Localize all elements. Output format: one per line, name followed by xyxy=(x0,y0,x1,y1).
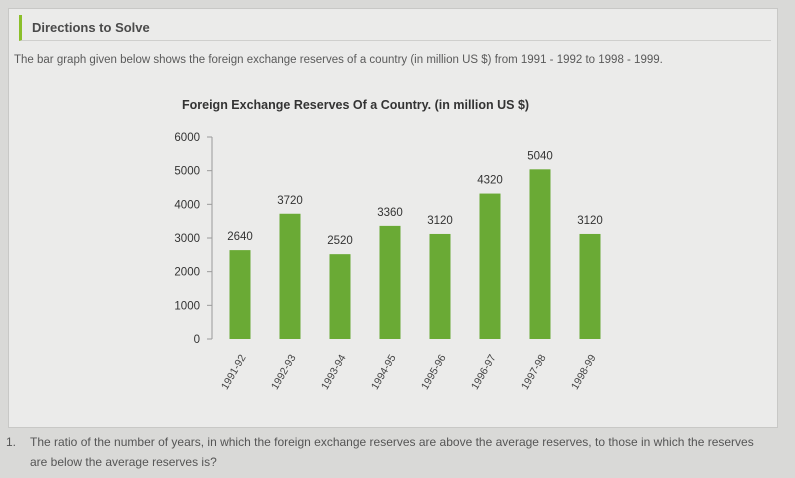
bar xyxy=(479,193,501,339)
bar xyxy=(279,213,301,339)
data-label: 3120 xyxy=(427,215,453,227)
bar xyxy=(429,233,451,339)
data-label: 2520 xyxy=(327,235,353,247)
data-label: 3720 xyxy=(277,195,303,207)
chart-title: Foreign Exchange Reserves Of a Country. … xyxy=(182,98,530,112)
x-tick-label: 1994-95 xyxy=(369,352,399,392)
data-label: 2640 xyxy=(227,231,253,243)
x-tick-label: 1991-92 xyxy=(219,352,249,392)
x-tick-label: 1995-96 xyxy=(419,352,449,392)
y-tick-label: 4000 xyxy=(174,199,200,211)
y-tick-label: 1000 xyxy=(174,300,200,312)
data-label: 5040 xyxy=(527,150,553,162)
bar xyxy=(379,225,401,339)
x-tick-label: 1998-99 xyxy=(569,352,599,392)
y-tick-label: 6000 xyxy=(174,132,200,144)
x-tick-label: 1992-93 xyxy=(269,352,299,392)
data-label: 3360 xyxy=(377,207,403,219)
content-panel: Directions to Solve xyxy=(8,8,778,428)
x-tick-label: 1997-98 xyxy=(519,352,549,392)
y-tick-label: 0 xyxy=(194,334,200,346)
question-text: The ratio of the number of years, in whi… xyxy=(30,435,754,469)
y-tick-label: 5000 xyxy=(174,166,200,178)
directions-header: Directions to Solve xyxy=(19,15,771,41)
y-tick-label: 2000 xyxy=(174,267,200,279)
intro-text: The bar graph given below shows the fore… xyxy=(14,54,663,66)
bar xyxy=(529,169,551,339)
data-label: 4320 xyxy=(477,175,503,187)
directions-title: Directions to Solve xyxy=(32,20,150,35)
bar xyxy=(329,254,351,339)
x-tick-label: 1993-94 xyxy=(319,352,349,392)
bar xyxy=(229,250,251,339)
y-tick-label: 3000 xyxy=(174,233,200,245)
data-label: 3120 xyxy=(577,215,603,227)
bar xyxy=(579,233,601,339)
question-number: 1. xyxy=(6,435,17,449)
x-tick-label: 1996-97 xyxy=(469,352,499,392)
